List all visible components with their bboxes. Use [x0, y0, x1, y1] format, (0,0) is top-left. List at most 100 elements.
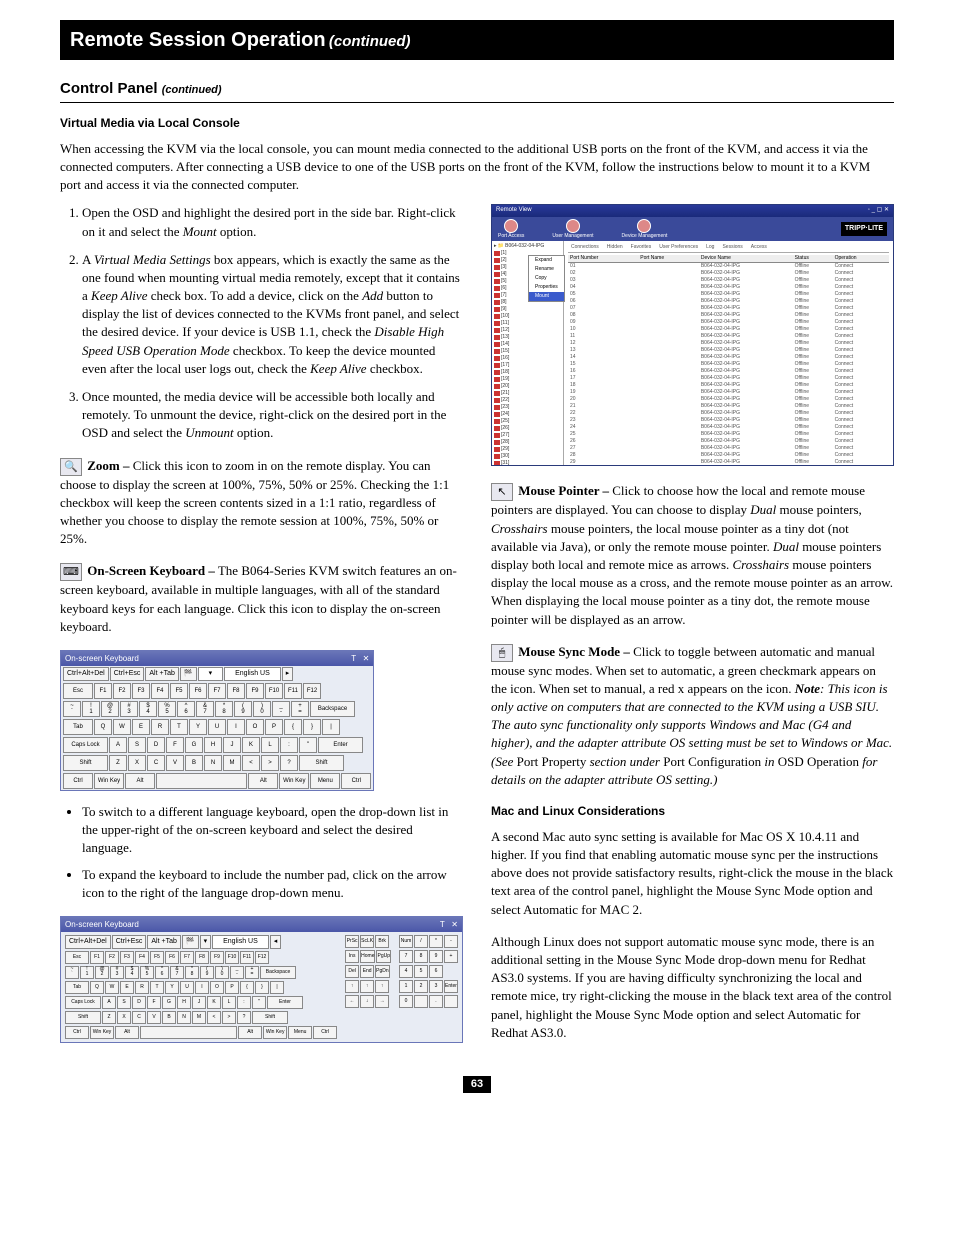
osk-key[interactable]: G: [185, 737, 203, 753]
table-row[interactable]: 26B064-032-04-IPGOfflineConnect: [568, 438, 889, 445]
osk-key[interactable]: Ctrl: [63, 773, 93, 789]
osk-key[interactable]: N: [177, 1011, 191, 1024]
osk-key[interactable]: ~`: [63, 701, 81, 717]
osk-top-button[interactable]: Alt +Tab: [147, 935, 181, 949]
osk-key[interactable]: F8: [227, 683, 245, 699]
osk-key[interactable]: V: [147, 1011, 161, 1024]
osk-top-button[interactable]: Ctrl+Alt+Del: [65, 935, 111, 949]
osk-key[interactable]: :: [237, 996, 251, 1009]
osk-key[interactable]: F3: [120, 951, 134, 964]
osk-key[interactable]: [140, 1026, 237, 1039]
osk-key[interactable]: Tab: [63, 719, 93, 735]
osk-key[interactable]: ~`: [65, 966, 79, 979]
kvm-tree-port[interactable]: [27]: [494, 432, 561, 439]
osk-numpad-key[interactable]: 8: [414, 950, 428, 963]
osk-key[interactable]: D: [147, 737, 165, 753]
osk-key[interactable]: Menu: [310, 773, 340, 789]
osk-key[interactable]: >: [222, 1011, 236, 1024]
osk-nav-key[interactable]: ↑: [375, 980, 389, 993]
osk-top-button[interactable]: Ctrl+Esc: [112, 935, 147, 949]
osk-nav-key[interactable]: Ins: [345, 950, 359, 963]
osk-key[interactable]: F4: [151, 683, 169, 699]
osk-key[interactable]: F10: [265, 683, 283, 699]
osk-numpad-key[interactable]: /: [414, 935, 428, 948]
kvm-tree-port[interactable]: [11]: [494, 320, 561, 327]
osk-key[interactable]: F12: [255, 951, 269, 964]
table-row[interactable]: 10B064-032-04-IPGOfflineConnect: [568, 326, 889, 333]
osk-nav-key[interactable]: Brk: [375, 935, 389, 948]
osk-key[interactable]: B: [162, 1011, 176, 1024]
osk-key[interactable]: ?: [237, 1011, 251, 1024]
osk-key[interactable]: F2: [113, 683, 131, 699]
table-row[interactable]: 03B064-032-04-IPGOfflineConnect: [568, 277, 889, 284]
osk-key[interactable]: Win Key: [90, 1026, 114, 1039]
osk-nav-key[interactable]: PgUp: [376, 950, 391, 963]
osk-key[interactable]: C: [132, 1011, 146, 1024]
osk-key[interactable]: K: [242, 737, 260, 753]
osk-key[interactable]: Shift: [63, 755, 108, 771]
osk-key[interactable]: L: [222, 996, 236, 1009]
osk-key[interactable]: S: [117, 996, 131, 1009]
kvm-context-menu[interactable]: Expand Rename Copy Properties Mount: [528, 255, 564, 302]
table-row[interactable]: 02B064-032-04-IPGOfflineConnect: [568, 270, 889, 277]
kvm-tree-port[interactable]: [17]: [494, 362, 561, 369]
table-row[interactable]: 27B064-032-04-IPGOfflineConnect: [568, 445, 889, 452]
osk-key[interactable]: Alt: [115, 1026, 139, 1039]
osk-key[interactable]: F8: [195, 951, 209, 964]
osk-key[interactable]: F9: [210, 951, 224, 964]
osk-numpad-key[interactable]: +: [444, 950, 458, 963]
osk-cad-button[interactable]: Ctrl+Alt+Del: [63, 667, 109, 681]
kvm-tool-user[interactable]: User Management: [552, 219, 593, 240]
osk-key[interactable]: P: [225, 981, 239, 994]
osk-key[interactable]: H: [177, 996, 191, 1009]
osk-key[interactable]: F7: [180, 951, 194, 964]
table-row[interactable]: 20B064-032-04-IPGOfflineConnect: [568, 396, 889, 403]
osk-key[interactable]: ^6: [177, 701, 195, 717]
kvm-tree-port[interactable]: [9]: [494, 306, 561, 313]
table-row[interactable]: 06B064-032-04-IPGOfflineConnect: [568, 298, 889, 305]
table-row[interactable]: 17B064-032-04-IPGOfflineConnect: [568, 375, 889, 382]
osk-numpad-key[interactable]: 7: [399, 950, 413, 963]
osk-key[interactable]: O: [246, 719, 264, 735]
osk-key[interactable]: $4: [139, 701, 157, 717]
osk-key[interactable]: A: [109, 737, 127, 753]
osk-lang-select[interactable]: ▾: [198, 667, 224, 681]
osk-key[interactable]: C: [147, 755, 165, 771]
table-row[interactable]: 07B064-032-04-IPGOfflineConnect: [568, 305, 889, 312]
kvm-tree-port[interactable]: [19]: [494, 376, 561, 383]
table-row[interactable]: 13B064-032-04-IPGOfflineConnect: [568, 347, 889, 354]
kvm-tree-port[interactable]: [21]: [494, 390, 561, 397]
osk-key[interactable]: J: [192, 996, 206, 1009]
osk-key[interactable]: @2: [95, 966, 109, 979]
kvm-tree-port[interactable]: [10]: [494, 313, 561, 320]
osk-key[interactable]: Shift: [299, 755, 344, 771]
osk-key[interactable]: F1: [90, 951, 104, 964]
kvm-tool-device[interactable]: Device Management: [622, 219, 668, 240]
osk-expand-button[interactable]: ▸: [282, 667, 294, 681]
osk-nav-key[interactable]: Del: [345, 965, 359, 978]
osk-key[interactable]: F4: [135, 951, 149, 964]
kvm-tree-port[interactable]: [22]: [494, 397, 561, 404]
osk-key[interactable]: O: [210, 981, 224, 994]
osk-key[interactable]: H: [204, 737, 222, 753]
kvm-tree-port[interactable]: [25]: [494, 418, 561, 425]
osk-key[interactable]: A: [102, 996, 116, 1009]
osk-key[interactable]: {: [240, 981, 254, 994]
table-row[interactable]: 08B064-032-04-IPGOfflineConnect: [568, 312, 889, 319]
osk-key[interactable]: X: [117, 1011, 131, 1024]
osk-key[interactable]: F11: [284, 683, 302, 699]
osk-numpad-key[interactable]: 6: [429, 965, 443, 978]
osk-key[interactable]: *8: [215, 701, 233, 717]
table-row[interactable]: 25B064-032-04-IPGOfflineConnect: [568, 431, 889, 438]
osk-key[interactable]: Caps Lock: [65, 996, 101, 1009]
osk-key[interactable]: Q: [90, 981, 104, 994]
osk-key[interactable]: D: [132, 996, 146, 1009]
osk-key[interactable]: T: [150, 981, 164, 994]
osk-key[interactable]: V: [166, 755, 184, 771]
osk-key[interactable]: &7: [170, 966, 184, 979]
osk-numpad-key[interactable]: 2: [414, 980, 428, 993]
osk-key[interactable]: T: [170, 719, 188, 735]
osk-key[interactable]: Ctrl: [341, 773, 371, 789]
osk-key[interactable]: |: [322, 719, 340, 735]
osk-key[interactable]: +=: [291, 701, 309, 717]
